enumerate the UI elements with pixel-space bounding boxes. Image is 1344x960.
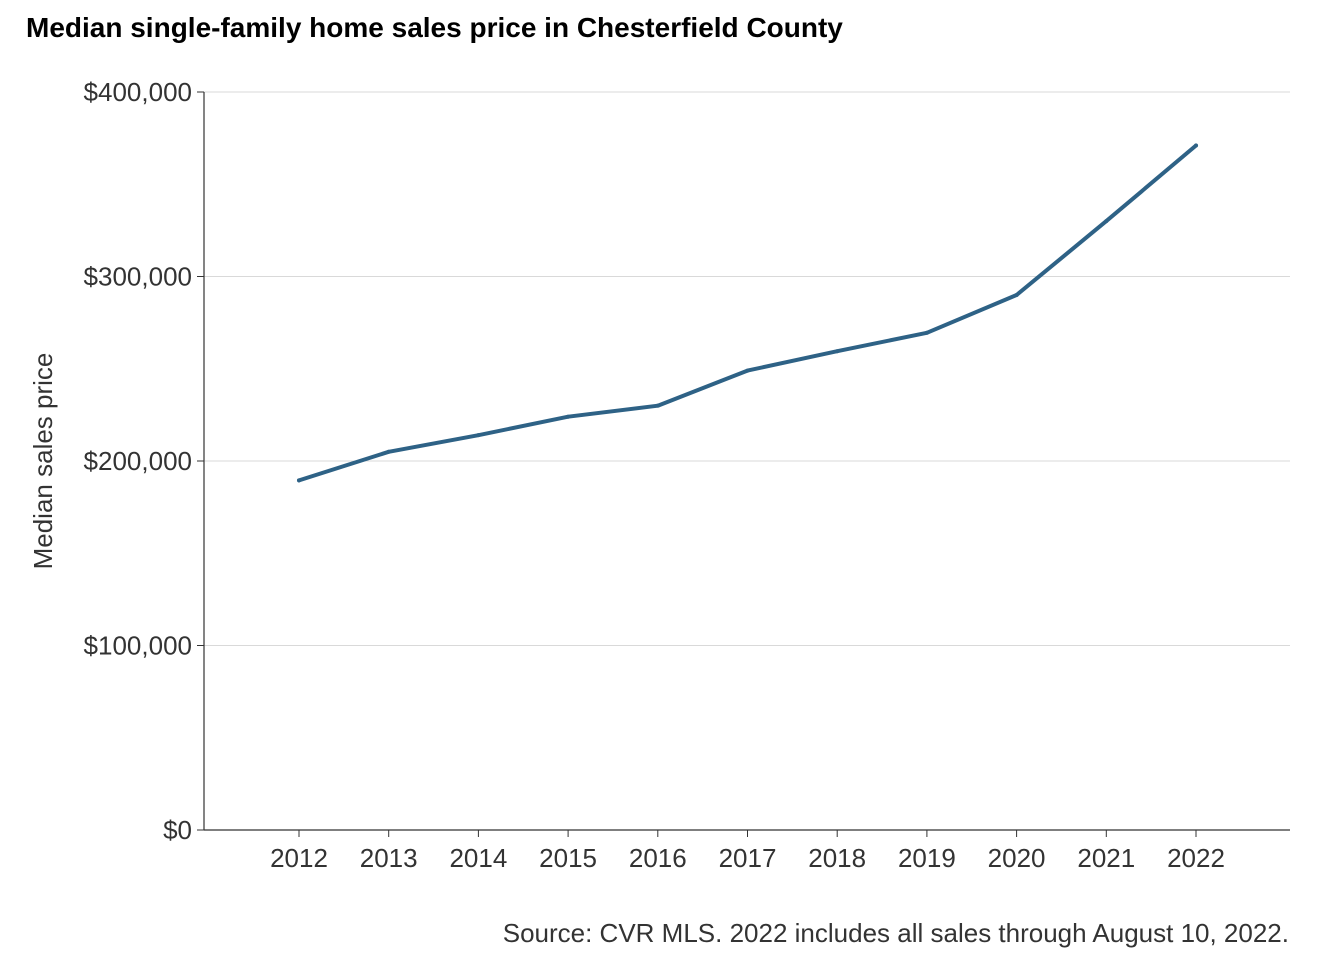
gridlines — [204, 91, 1290, 646]
data-point — [835, 349, 840, 354]
data-point — [655, 403, 660, 408]
y-tick-label: $100,000 — [84, 631, 192, 661]
data-point — [566, 414, 571, 419]
series-layer — [297, 143, 1198, 483]
data-point — [386, 449, 391, 454]
x-tick-label: 2021 — [1077, 843, 1135, 873]
x-tick-label: 2013 — [360, 843, 418, 873]
series-line — [297, 143, 1198, 483]
x-tick-label: 2020 — [988, 843, 1046, 873]
y-tick-label: $0 — [163, 815, 192, 845]
source-note: Source: CVR MLS. 2022 includes all sales… — [502, 918, 1289, 948]
data-point — [924, 330, 929, 335]
x-tick-label: 2017 — [719, 843, 777, 873]
x-tick-label: 2019 — [898, 843, 956, 873]
y-tick-label: $200,000 — [84, 446, 192, 476]
x-axis-ticks: 2012 2013 2014 2015 2016 2017 2018 2019 2020 2021… — [270, 830, 1225, 873]
x-tick-label: 2022 — [1167, 843, 1225, 873]
y-tick-label: $400,000 — [84, 77, 192, 107]
y-tick-label: $300,000 — [84, 262, 192, 292]
data-point — [476, 433, 481, 438]
x-tick-label: 2016 — [629, 843, 687, 873]
chart-title: Median single-family home sales price in… — [26, 12, 843, 43]
data-point — [1014, 292, 1019, 297]
y-axis-title: Median sales price — [28, 353, 58, 570]
data-point — [1194, 143, 1198, 148]
x-tick-label: 2018 — [808, 843, 866, 873]
data-point — [297, 478, 301, 483]
data-point — [1104, 219, 1109, 224]
x-tick-label: 2014 — [449, 843, 507, 873]
x-tick-label: 2012 — [270, 843, 328, 873]
data-point — [745, 368, 750, 373]
x-tick-label: 2015 — [539, 843, 597, 873]
y-axis-ticks: $0 $100,000 $200,000 $300,000 $400,000 — [84, 77, 204, 845]
